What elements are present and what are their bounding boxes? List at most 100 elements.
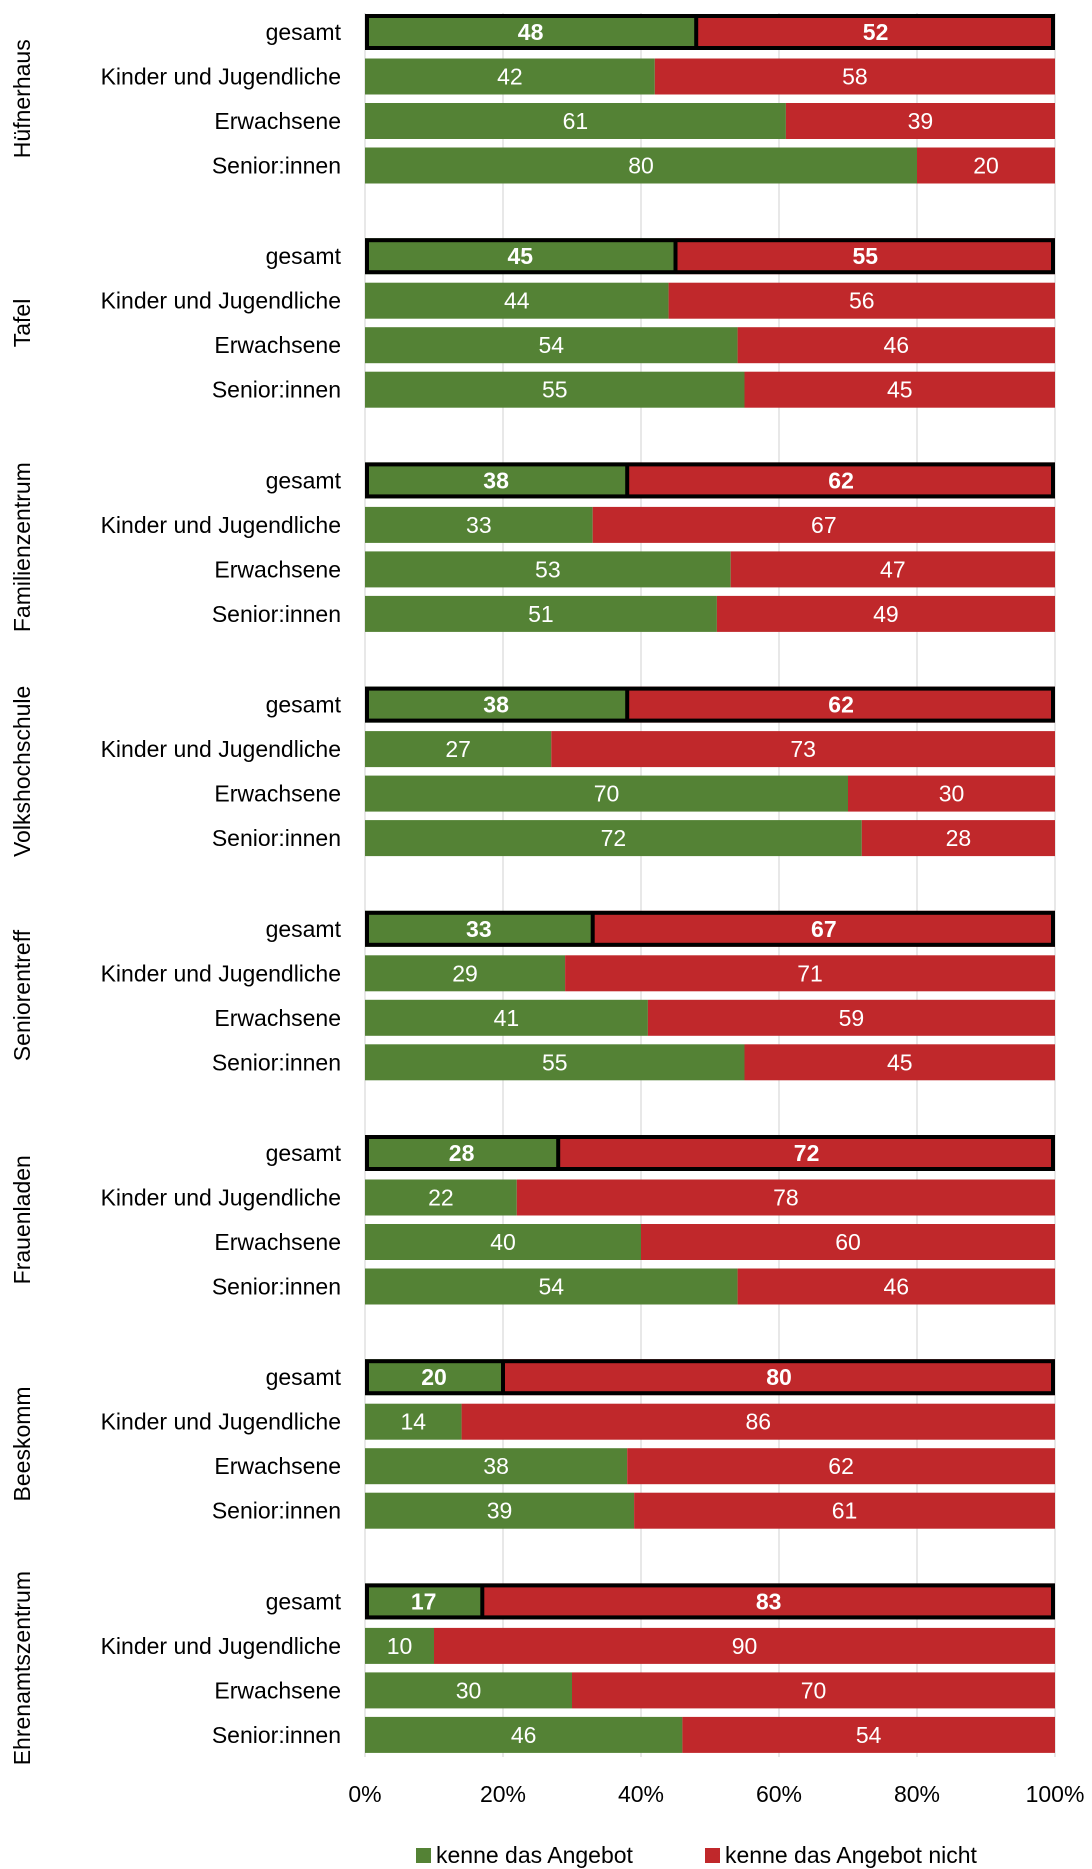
bar-segment-unknown (627, 686, 1055, 723)
bar-segment-unknown (668, 282, 1055, 319)
legend-swatch-unknown (705, 1848, 720, 1863)
bar-segment-unknown (634, 1492, 1055, 1529)
bar-segment-known (365, 999, 648, 1036)
data-label: 61 (563, 108, 589, 134)
category-label: Kinder und Jugendliche (101, 1185, 341, 1211)
category-label: gesamt (266, 692, 342, 718)
bar-segment-known (365, 1359, 503, 1396)
bar-segment-known (365, 371, 745, 408)
category-label: gesamt (266, 1140, 342, 1166)
bar-segment-unknown (716, 595, 1055, 632)
bar-segment-unknown (592, 506, 1055, 543)
bar-segment-known (365, 1224, 641, 1260)
category-label: Kinder und Jugendliche (101, 64, 341, 90)
category-label: Erwachsene (214, 332, 341, 358)
data-label: 39 (908, 108, 934, 134)
bar-segment-known (365, 462, 628, 499)
data-label: 30 (456, 1677, 482, 1703)
total-bar-outline (365, 1359, 1055, 1396)
bar-segment-unknown (627, 1448, 1055, 1485)
group-label: Beeskomm (9, 1386, 35, 1501)
data-label: 39 (487, 1498, 513, 1524)
data-label: 20 (421, 1364, 447, 1390)
category-label: Senior:innen (212, 1722, 341, 1748)
bar-segment-known (365, 1044, 745, 1081)
bar-segment-unknown (654, 58, 1055, 95)
data-label: 38 (483, 467, 509, 493)
category-label: Erwachsene (214, 556, 341, 582)
bar-segment-unknown (482, 1583, 1055, 1620)
data-label: 54 (856, 1722, 882, 1748)
bar-segment-known (365, 820, 862, 857)
category-label: gesamt (266, 243, 342, 269)
bar-segment-known (365, 1672, 572, 1709)
data-label: 45 (887, 377, 913, 403)
x-tick-label: 0% (348, 1781, 381, 1807)
bar-segment-known (365, 686, 628, 723)
x-tick-label: 40% (618, 1781, 664, 1807)
category-label: Kinder und Jugendliche (101, 736, 341, 762)
bar-segment-known (365, 1135, 559, 1171)
bar-segment-unknown (917, 147, 1055, 184)
category-label: gesamt (266, 916, 342, 942)
data-label: 90 (732, 1633, 758, 1659)
bar-segment-unknown (641, 1224, 1055, 1260)
bar-segment-known (365, 327, 738, 364)
category-label: Senior:innen (212, 825, 341, 851)
bar-segment-unknown (675, 238, 1055, 275)
total-bar-outline (365, 14, 1055, 50)
legend-label: kenne das Angebot nicht (725, 1842, 978, 1868)
category-label: Erwachsene (214, 1229, 341, 1255)
data-label: 38 (483, 1453, 509, 1479)
total-bar-outline (365, 462, 1055, 499)
data-label: 42 (497, 64, 523, 90)
bar-segment-unknown (592, 910, 1055, 947)
bar-segment-known (365, 103, 786, 139)
data-label: 45 (887, 1049, 913, 1075)
data-label: 29 (452, 960, 478, 986)
bar-segment-unknown (434, 1627, 1055, 1664)
data-label: 70 (801, 1677, 827, 1703)
bar-segment-known (365, 506, 593, 543)
bar-segment-unknown (737, 1268, 1055, 1305)
bar-segment-known (365, 1583, 483, 1620)
bar-segment-unknown (730, 551, 1055, 588)
data-label: 27 (445, 736, 471, 762)
bar-segment-known (365, 1627, 434, 1664)
data-label: 73 (790, 736, 816, 762)
bar-segment-known (365, 910, 593, 947)
category-label: gesamt (266, 1588, 342, 1614)
bar-segment-unknown (516, 1179, 1055, 1216)
category-label: Erwachsene (214, 1005, 341, 1031)
total-bar-outline (365, 238, 1055, 275)
bar-segment-known (365, 238, 676, 275)
bar-segment-unknown (696, 14, 1055, 50)
data-label: 52 (863, 19, 889, 45)
bar-segment-known (365, 58, 655, 95)
group-label: Seniorentreff (9, 929, 35, 1061)
data-label: 56 (849, 288, 875, 314)
data-label: 53 (535, 556, 561, 582)
data-label: 80 (628, 153, 654, 179)
x-tick-label: 100% (1026, 1781, 1085, 1807)
group-label: Volkshochschule (9, 686, 35, 857)
legend-swatch-known (416, 1848, 431, 1863)
data-label: 55 (852, 243, 878, 269)
data-label: 46 (884, 1274, 910, 1300)
bar-segment-unknown (785, 103, 1055, 139)
total-bar-outline (365, 1583, 1055, 1620)
category-label: Senior:innen (212, 377, 341, 403)
bar-segment-unknown (744, 1044, 1055, 1081)
group-label: Frauenladen (9, 1155, 35, 1284)
category-label: Senior:innen (212, 1049, 341, 1075)
category-label: Erwachsene (214, 1677, 341, 1703)
category-label: Senior:innen (212, 153, 341, 179)
category-label: Senior:innen (212, 601, 341, 627)
data-label: 61 (832, 1498, 858, 1524)
data-label: 45 (507, 243, 533, 269)
category-label: Senior:innen (212, 1498, 341, 1524)
bar-segment-unknown (503, 1359, 1055, 1396)
bar-segment-unknown (565, 955, 1055, 992)
legend: kenne das Angebot kenne das Angebot nicht (416, 1842, 978, 1868)
